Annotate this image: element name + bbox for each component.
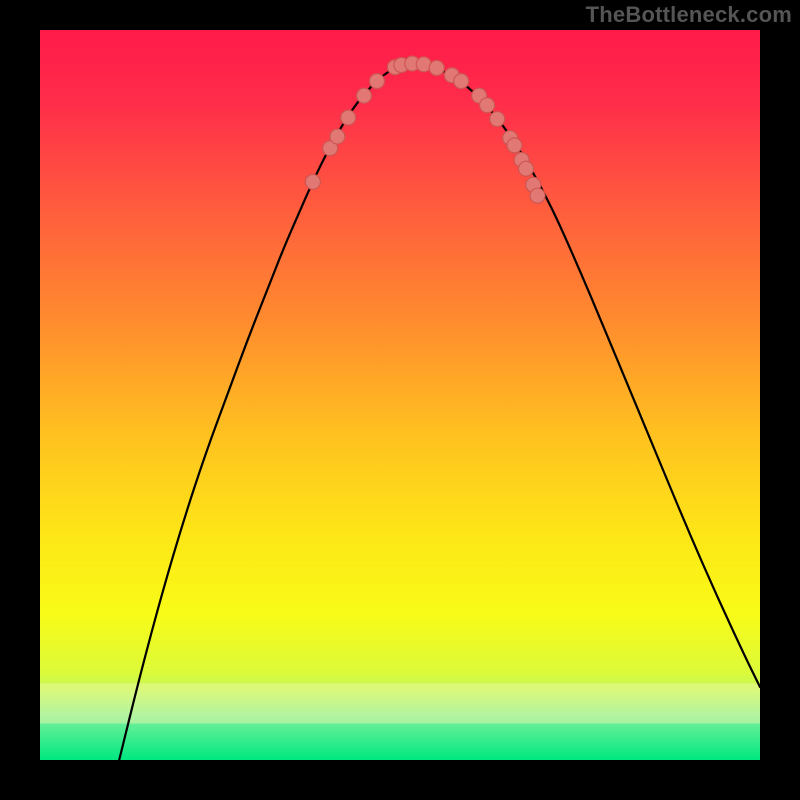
chart-svg xyxy=(40,30,760,760)
chart-container: TheBottleneck.com xyxy=(0,0,800,800)
plot-area xyxy=(40,30,760,760)
watermark-text: TheBottleneck.com xyxy=(586,2,792,28)
